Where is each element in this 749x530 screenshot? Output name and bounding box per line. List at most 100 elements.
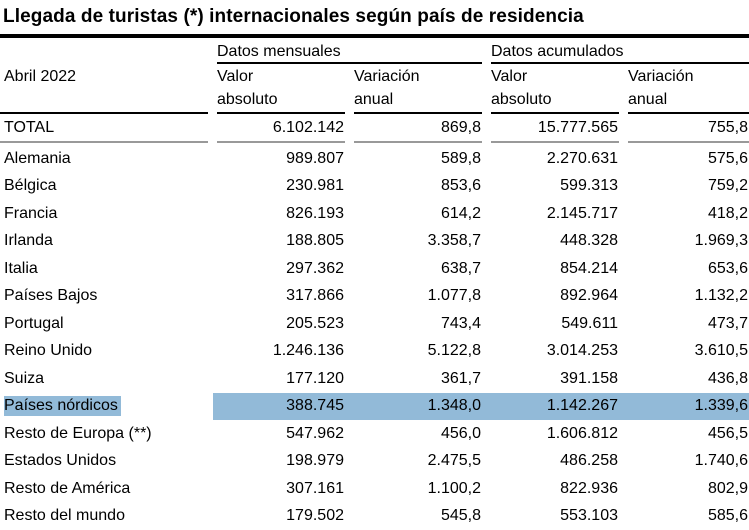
row-label-cell: Francia (0, 200, 208, 228)
group-header-spacer (0, 38, 208, 64)
cell-value: 822.936 (560, 479, 618, 497)
column-header-line: anual (354, 91, 394, 108)
cell-value: 2.145.717 (546, 204, 618, 222)
cell-value: 989.807 (286, 149, 344, 167)
total-row: TOTAL 6.102.142 869,8 15.777.565 755,8 (0, 114, 749, 143)
cell-value: 1.246.136 (272, 342, 344, 360)
row-label-cell: Países Bajos (0, 283, 208, 311)
cell-value: 473,7 (707, 314, 748, 332)
table-row: Alemania 989.807 589,8 2.270.631 575,6 (0, 145, 749, 173)
total-row-label: TOTAL (0, 114, 208, 143)
cell-value: 589,8 (440, 149, 481, 167)
cell-value: 854.214 (560, 259, 618, 277)
period-label: Abril 2022 (0, 64, 208, 114)
row-label-cell: Portugal (0, 310, 208, 338)
cell-value: 2.475,5 (427, 452, 481, 470)
table-row: Resto de Europa (**) 547.962 456,0 1.606.81… (0, 420, 749, 448)
row-label-cell: Irlanda (0, 228, 208, 256)
table-row: Suiza 177.120 361,7 391.158 436,8 (0, 365, 749, 393)
row-label-cell: Resto de Europa (**) (0, 420, 208, 448)
column-group-header-row: Datos mensuales Datos acumulados (0, 38, 749, 64)
column-header-line: Variación (354, 68, 420, 85)
cell-value: 1.077,8 (427, 287, 481, 305)
table-row: Irlanda 188.805 3.358,7 448.328 1.969,3 (0, 228, 749, 256)
cell-value: 1.969,3 (694, 232, 748, 250)
row-label: Resto del mundo (4, 507, 125, 525)
table-row: Portugal 205.523 743,4 549.611 473,7 (0, 310, 749, 338)
cell-value: 802,9 (707, 479, 748, 497)
column-header-line: absoluto (217, 91, 278, 108)
row-label: Francia (4, 204, 58, 222)
row-label-cell: Países nórdicos (0, 393, 208, 421)
row-label: Italia (4, 259, 38, 277)
cell-value: 575,6 (707, 149, 748, 167)
cell-value: 388.745 (286, 397, 344, 415)
cell-value: 853,6 (440, 177, 481, 195)
cell-value: 545,8 (440, 507, 481, 525)
cell-value: 614,2 (440, 204, 481, 222)
title-rule (0, 34, 749, 38)
cell-value: 3.014.253 (546, 342, 618, 360)
column-header-accumulated-variation: Variación anual (628, 64, 749, 114)
row-label-cell: Estados Unidos (0, 448, 208, 476)
row-label-cell: Reino Unido (0, 338, 208, 366)
row-label-cell: Bélgica (0, 173, 208, 201)
cell-value: 755,8 (628, 114, 749, 143)
row-label: Alemania (4, 149, 71, 167)
column-header-line: Valor (217, 68, 254, 85)
cell-value: 3.358,7 (427, 232, 481, 250)
page-title: Llegada de turistas (*) internacionales … (3, 6, 584, 27)
row-label: Suiza (4, 369, 45, 387)
table-body: Alemania 989.807 589,8 2.270.631 575,6 Bélgic… (0, 145, 749, 530)
column-header-monthly-absolute: Valor absoluto (217, 64, 345, 114)
cell-value: 456,0 (440, 424, 481, 442)
row-label: Resto de América (4, 479, 131, 497)
row-label: Países Bajos (4, 287, 98, 305)
row-label: Irlanda (4, 232, 53, 250)
cell-value: 391.158 (560, 369, 618, 387)
cell-value: 198.979 (286, 452, 344, 470)
column-header-accumulated-absolute: Valor absoluto (491, 64, 619, 114)
cell-value: 3.610,5 (694, 342, 748, 360)
table-row-highlighted: Países nórdicos 388.745 1.348,0 1.142.267 1.… (0, 392, 749, 421)
table-row: Francia 826.193 614,2 2.145.717 418,2 (0, 200, 749, 228)
column-header-line: absoluto (491, 91, 552, 108)
cell-value: 436,8 (707, 369, 748, 387)
cell-value: 553.103 (560, 507, 618, 525)
cell-value: 15.777.565 (491, 114, 619, 143)
cell-value: 869,8 (354, 114, 482, 143)
row-label: Estados Unidos (4, 452, 117, 470)
cell-value: 1.142.267 (546, 397, 618, 415)
cell-value: 599.313 (560, 177, 618, 195)
table-row: Bélgica 230.981 853,6 599.313 759,2 (0, 173, 749, 201)
column-group-accumulated: Datos acumulados (491, 38, 749, 64)
cell-value: 486.258 (560, 452, 618, 470)
table-row: Países Bajos 317.866 1.077,8 892.964 1.132,2 (0, 283, 749, 311)
cell-value: 638,7 (440, 259, 481, 277)
column-header-line: Valor (491, 68, 528, 85)
cell-value: 743,4 (440, 314, 481, 332)
cell-value: 448.328 (560, 232, 618, 250)
table-row: Resto de América 307.161 1.100,2 822.936 802… (0, 475, 749, 503)
row-label: Reino Unido (4, 342, 93, 360)
cell-value: 230.981 (286, 177, 344, 195)
cell-value: 549.611 (561, 314, 618, 332)
row-label-cell: Suiza (0, 365, 208, 393)
cell-value: 1.339,6 (694, 397, 748, 415)
cell-value: 1.348,0 (427, 397, 481, 415)
column-group-monthly: Datos mensuales (217, 38, 482, 64)
cell-value: 188.805 (286, 232, 344, 250)
column-header-line: anual (628, 91, 668, 108)
row-label: Países nórdicos (4, 396, 121, 417)
cell-value: 177.120 (286, 369, 344, 387)
subheader-row: Abril 2022 Valor absoluto Variación anua… (0, 64, 749, 114)
column-header-monthly-variation: Variación anual (354, 64, 482, 114)
row-label-cell: Resto de América (0, 475, 208, 503)
cell-value: 653,6 (707, 259, 748, 277)
cell-value: 361,7 (440, 369, 481, 387)
table-row: Italia 297.362 638,7 854.214 653,6 (0, 255, 749, 283)
cell-value: 5.122,8 (427, 342, 481, 360)
cell-value: 585,6 (707, 507, 748, 525)
cell-value: 205.523 (286, 314, 344, 332)
